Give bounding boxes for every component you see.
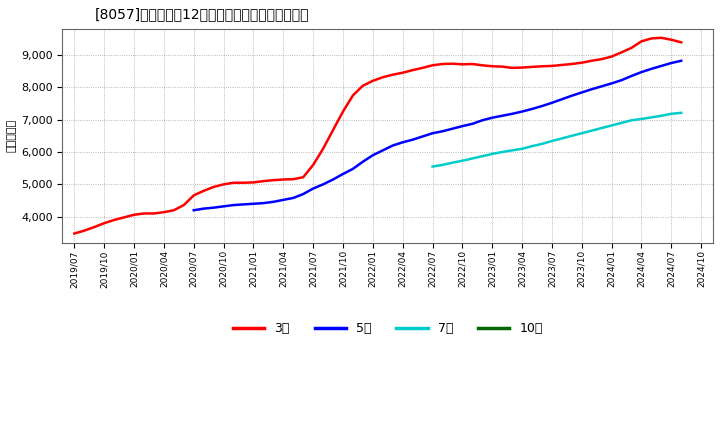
5年: [279, 197, 287, 202]
7年: [627, 117, 636, 123]
3年: [229, 180, 238, 185]
7年: [598, 125, 606, 131]
7年: [478, 154, 487, 159]
5年: [319, 182, 328, 187]
5年: [379, 148, 387, 153]
7年: [548, 138, 557, 143]
7年: [657, 113, 666, 118]
3年: [70, 231, 78, 236]
5年: [210, 205, 218, 210]
5年: [348, 166, 357, 172]
5年: [189, 208, 198, 213]
5年: [577, 90, 586, 95]
7年: [498, 149, 506, 154]
7年: [677, 110, 685, 115]
5年: [220, 204, 228, 209]
5年: [588, 87, 596, 92]
5年: [269, 199, 278, 205]
5年: [259, 201, 268, 206]
5年: [428, 131, 437, 136]
7年: [528, 143, 536, 149]
7年: [617, 120, 626, 125]
5年: [598, 84, 606, 89]
5年: [508, 111, 516, 117]
5年: [607, 81, 616, 86]
7年: [607, 123, 616, 128]
3年: [189, 193, 198, 198]
5年: [338, 171, 347, 176]
7年: [667, 111, 675, 117]
5年: [488, 115, 497, 121]
5年: [468, 121, 477, 126]
5年: [677, 58, 685, 63]
5年: [299, 191, 307, 197]
7年: [588, 128, 596, 133]
3年: [438, 61, 447, 66]
5年: [478, 117, 487, 123]
5年: [647, 66, 656, 71]
5年: [548, 100, 557, 106]
5年: [438, 128, 447, 134]
Line: 5年: 5年: [194, 61, 681, 210]
Y-axis label: （百万円）: （百万円）: [7, 119, 17, 152]
5年: [448, 126, 456, 132]
3年: [657, 35, 666, 40]
5年: [388, 143, 397, 148]
5年: [458, 124, 467, 129]
5年: [249, 201, 258, 206]
7年: [508, 148, 516, 153]
7年: [577, 131, 586, 136]
5年: [199, 206, 208, 211]
5年: [538, 103, 546, 109]
5年: [498, 113, 506, 118]
Line: 3年: 3年: [74, 38, 681, 234]
5年: [398, 139, 407, 145]
5年: [557, 97, 566, 102]
Text: [8057]　経常利益12か月移動合計の平均値の推移: [8057] 経常利益12か月移動合計の平均値の推移: [95, 7, 310, 21]
3年: [369, 78, 377, 84]
7年: [438, 162, 447, 168]
5年: [567, 93, 576, 99]
5年: [229, 202, 238, 208]
5年: [528, 106, 536, 112]
7年: [518, 146, 526, 151]
3年: [677, 40, 685, 45]
5年: [289, 195, 297, 201]
5年: [627, 73, 636, 79]
7年: [647, 115, 656, 120]
5年: [408, 137, 417, 143]
5年: [329, 177, 338, 182]
7年: [488, 151, 497, 157]
5年: [359, 159, 367, 165]
Line: 7年: 7年: [433, 113, 681, 167]
7年: [637, 116, 646, 121]
5年: [239, 202, 248, 207]
7年: [428, 164, 437, 169]
3年: [120, 215, 128, 220]
5年: [637, 70, 646, 75]
7年: [448, 160, 456, 165]
5年: [309, 186, 318, 191]
7年: [458, 158, 467, 163]
5年: [418, 134, 427, 139]
5年: [369, 153, 377, 158]
7年: [538, 141, 546, 147]
5年: [617, 77, 626, 83]
5年: [657, 63, 666, 69]
3年: [598, 56, 606, 62]
Legend: 3年, 5年, 7年, 10年: 3年, 5年, 7年, 10年: [228, 317, 548, 340]
5年: [667, 60, 675, 66]
5年: [518, 109, 526, 114]
7年: [567, 133, 576, 139]
7年: [468, 156, 477, 161]
7年: [557, 136, 566, 141]
